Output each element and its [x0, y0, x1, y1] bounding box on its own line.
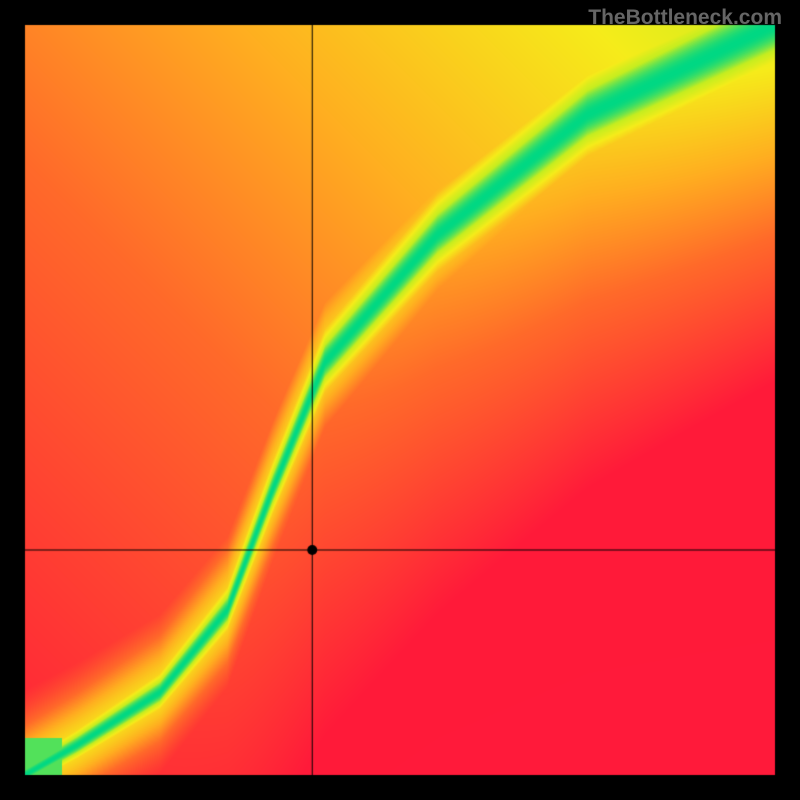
heatmap-canvas [0, 0, 800, 800]
chart-container: TheBottleneck.com [0, 0, 800, 800]
